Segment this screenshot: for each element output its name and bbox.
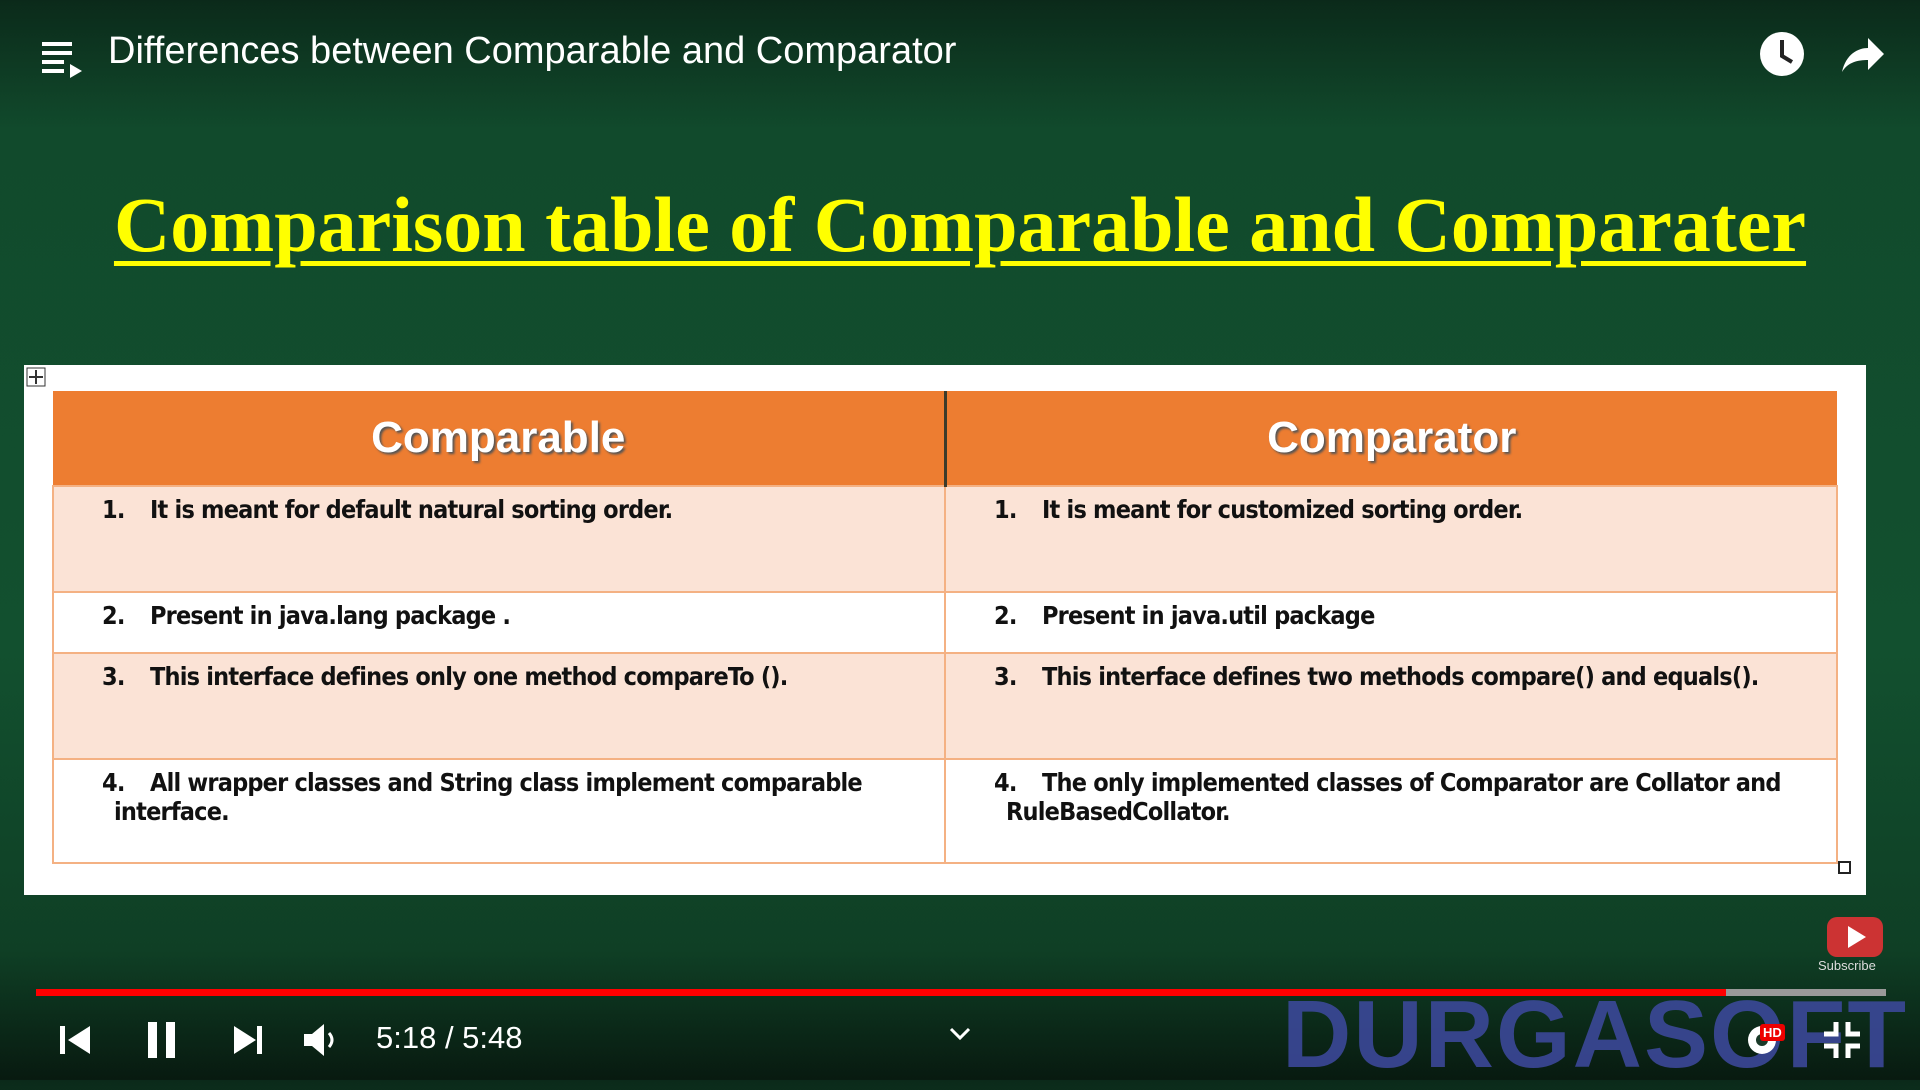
- table-row: 4. All wrapper classes and String class i…: [52, 758, 1838, 864]
- item-number: 3.: [994, 662, 1017, 691]
- resize-handle: [1838, 861, 1851, 874]
- item-text: This interface defines only one method c…: [150, 662, 788, 691]
- hd-badge: HD: [1760, 1024, 1785, 1041]
- item-number: 1.: [994, 495, 1017, 524]
- watch-later-icon[interactable]: [1758, 30, 1806, 78]
- progress-buffered[interactable]: [1726, 989, 1886, 996]
- item-text: It is meant for customized sorting order…: [1042, 495, 1523, 524]
- table-cell: 1. It is meant for default natural sortin…: [52, 485, 946, 593]
- table-box: Comparable Comparator 1. It is meant for de…: [24, 365, 1866, 895]
- video-title[interactable]: Differences between Comparable and Compa…: [108, 30, 957, 72]
- previous-button[interactable]: [58, 1022, 94, 1058]
- item-text: It is meant for default natural sorting …: [150, 495, 673, 524]
- comparison-table: Comparable Comparator 1. It is meant for de…: [52, 391, 1838, 864]
- pause-button[interactable]: [144, 1020, 180, 1060]
- expand-chevron[interactable]: [948, 1026, 972, 1042]
- item-text: This interface defines two methods compa…: [1042, 662, 1759, 691]
- move-handle: [26, 367, 46, 387]
- item-number: 2.: [994, 601, 1017, 630]
- table-cell: 2. Present in java.lang package .: [52, 591, 946, 654]
- item-text: All wrapper classes and String class imp…: [114, 768, 863, 826]
- column-header: Comparable: [53, 391, 947, 486]
- item-text: The only implemented classes of Comparat…: [1006, 768, 1781, 826]
- item-number: 2.: [102, 601, 125, 630]
- item-number: 3.: [102, 662, 125, 691]
- time-display: 5:18 / 5:48: [376, 1020, 523, 1055]
- table-cell: 3. This interface defines two methods com…: [944, 652, 1838, 760]
- subscribe-icon[interactable]: [1826, 916, 1884, 958]
- table-cell: 4. The only implemented classes of Compar…: [944, 758, 1838, 864]
- table-row: 2. Present in java.lang package . 2. Presen…: [52, 591, 1838, 654]
- table-cell: 3. This interface defines only one method…: [52, 652, 946, 760]
- watermark: DURGASOFT: [1282, 981, 1908, 1088]
- item-number: 4.: [102, 768, 125, 797]
- table-cell: 1. It is meant for customized sorting ord…: [944, 485, 1838, 593]
- item-text: Present in java.lang package .: [150, 601, 511, 630]
- item-number: 1.: [102, 495, 125, 524]
- slide-title: Comparison table of Comparable and Compa…: [113, 181, 1807, 268]
- volume-button[interactable]: [302, 1020, 342, 1060]
- table-cell: 2. Present in java.util package: [944, 591, 1838, 654]
- item-text: Present in java.util package: [1042, 601, 1375, 630]
- next-button[interactable]: [230, 1022, 266, 1058]
- column-header: Comparator: [945, 391, 1837, 486]
- subscribe-label[interactable]: Subscribe: [1818, 958, 1876, 973]
- item-number: 4.: [994, 768, 1017, 797]
- table-cell: 4. All wrapper classes and String class i…: [52, 758, 946, 864]
- exit-fullscreen-button[interactable]: [1822, 1020, 1862, 1060]
- table-row: 3. This interface defines only one method…: [52, 652, 1838, 760]
- playlist-icon[interactable]: [40, 38, 84, 78]
- progress-played[interactable]: [36, 989, 1726, 996]
- table-row: 1. It is meant for default natural sortin…: [52, 485, 1838, 593]
- share-icon[interactable]: [1838, 32, 1886, 76]
